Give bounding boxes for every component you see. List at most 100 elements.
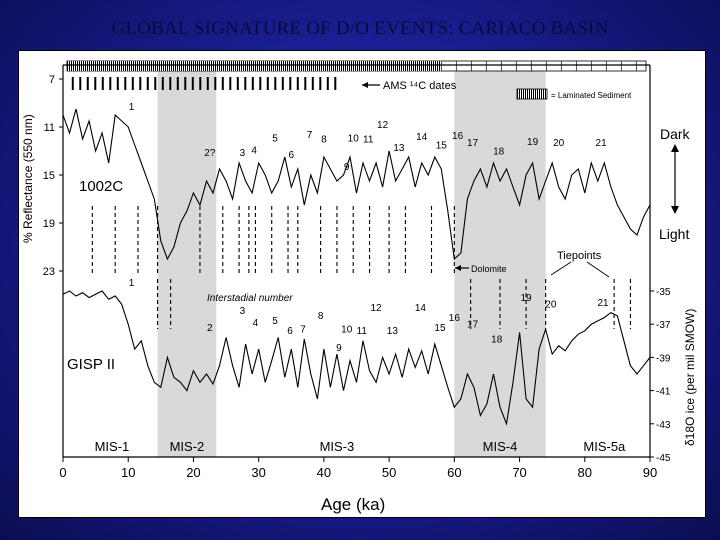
reflectance-event-label: 12 xyxy=(377,120,389,131)
mis-stage-label: MIS-2 xyxy=(170,439,205,454)
isotope-event-label: 18 xyxy=(491,334,503,345)
dark-light-arrow xyxy=(671,144,679,214)
y-tick-label-isotope: -37 xyxy=(656,320,671,331)
mis-stage-label: MIS-4 xyxy=(483,439,518,454)
x-tick-label: 20 xyxy=(186,465,200,480)
isotope-event-label: 14 xyxy=(415,303,427,314)
isotope-event-label: 2 xyxy=(207,323,213,334)
y-tick-label-reflectance: 7 xyxy=(49,74,55,86)
x-axis-title: Age (ka) xyxy=(321,495,385,514)
shaded-interval-0 xyxy=(157,65,217,457)
dolomite-label: Dolomite xyxy=(471,264,507,274)
isotope-event-label: 1 xyxy=(129,278,135,289)
x-tick-label: 30 xyxy=(251,465,265,480)
right-label-dark: Dark xyxy=(660,126,691,142)
isotope-event-label: 13 xyxy=(387,326,399,337)
reflectance-event-label: 8 xyxy=(321,135,327,146)
reflectance-event-label: 16 xyxy=(452,131,464,142)
y-tick-label-isotope: -45 xyxy=(656,453,671,464)
isotope-event-label: 19 xyxy=(521,293,533,304)
tiepoints-arrows xyxy=(550,261,610,278)
right-label-light: Light xyxy=(659,226,689,242)
x-tick-label: 70 xyxy=(512,465,526,480)
mis-stage-label: MIS-1 xyxy=(95,439,130,454)
isotope-event-label: 3 xyxy=(240,306,246,317)
reflectance-event-label: 7 xyxy=(307,130,313,141)
reflectance-event-label: 21 xyxy=(596,138,608,149)
y-tick-label-reflectance: 23 xyxy=(43,266,55,278)
reflectance-event-label: 6 xyxy=(288,150,294,161)
tiepoint-lines xyxy=(91,206,631,329)
slide-title: GLOBAL SIGNATURE OF D/O EVENTS: CARIACO … xyxy=(111,18,609,39)
reflectance-event-label: 9 xyxy=(344,162,350,173)
y-tick-label-reflectance: 19 xyxy=(43,218,55,230)
reflectance-event-label: 15 xyxy=(436,141,448,152)
shaded-intervals xyxy=(157,65,546,457)
x-tick-label: 90 xyxy=(643,465,657,480)
laminated-legend-label: = Laminated Sediment xyxy=(551,91,632,100)
reflectance-event-label: 11 xyxy=(363,135,374,146)
y-tick-label-reflectance: 11 xyxy=(44,122,55,134)
isotope-event-label: 15 xyxy=(434,323,446,334)
panel-name-gisp: GISP II xyxy=(67,356,115,373)
isotope-event-label: 21 xyxy=(597,298,609,309)
reflectance-series-line xyxy=(62,108,651,261)
reflectance-event-label: 13 xyxy=(393,143,405,154)
x-tick-label: 50 xyxy=(382,465,396,480)
ams-label: AMS ¹⁴C dates xyxy=(383,80,457,92)
figure-panel: 0 10 20 30 40 50 60 70 80 90 7 11 15 19 23 -35 -37 -39 -41… xyxy=(18,50,706,518)
y-tick-label-isotope: -43 xyxy=(656,420,671,431)
y-axis-title-reflectance: % Reflectance (550 nm) xyxy=(21,114,35,243)
x-tick-label: 0 xyxy=(59,465,66,480)
y-tick-label-isotope: -35 xyxy=(656,287,671,298)
tiepoints-label: Tiepoints xyxy=(557,250,602,262)
ams-date-ticks xyxy=(71,77,337,90)
axes: 0 10 20 30 40 50 60 70 80 90711151923-35-37-39-41… xyxy=(43,64,671,480)
reflectance-event-label: 10 xyxy=(348,133,360,144)
isotope-event-label: 17 xyxy=(467,320,479,331)
series-layer xyxy=(62,108,651,426)
y-tick-label-reflectance: 15 xyxy=(43,170,55,182)
isotope-event-label: 9 xyxy=(336,343,342,354)
reflectance-event-label: 2? xyxy=(204,148,216,159)
isotope-event-label: 10 xyxy=(341,325,353,336)
reflectance-event-label: 3 xyxy=(240,148,246,159)
isotope-event-label: 20 xyxy=(545,300,557,311)
isotope-event-label: 8 xyxy=(318,311,324,322)
laminated-legend-swatch xyxy=(516,88,548,100)
laminated-sediment-bar xyxy=(66,60,647,72)
reflectance-event-label: 1 xyxy=(129,102,135,113)
isotope-event-label: 11 xyxy=(357,326,368,337)
dolomite-arrow xyxy=(455,265,469,271)
x-tick-label: 80 xyxy=(578,465,592,480)
mis-stage-label: MIS-3 xyxy=(320,439,355,454)
reflectance-event-label: 14 xyxy=(416,132,428,143)
reflectance-event-label: 4 xyxy=(251,145,257,156)
isotope-event-label: 16 xyxy=(449,313,461,324)
reflectance-event-label: 18 xyxy=(493,147,505,158)
isotope-event-label: 4 xyxy=(253,318,259,329)
interstadial-label: Interstadial number xyxy=(207,293,293,304)
mis-stage-label: MIS-5a xyxy=(583,439,626,454)
y-axis-title-isotope: δ18O ice (per mil SMOW) xyxy=(683,309,697,446)
ams-arrow xyxy=(362,82,380,88)
reflectance-event-label: 20 xyxy=(553,138,565,149)
y-tick-label-isotope: -41 xyxy=(656,387,671,398)
isotope-series-line xyxy=(62,290,651,426)
reflectance-event-label: 19 xyxy=(527,137,539,148)
y-tick-label-isotope: -39 xyxy=(656,353,671,364)
cariaco-gisp-chart: 0 10 20 30 40 50 60 70 80 90711151923-35-37-39-41… xyxy=(21,60,697,514)
isotope-event-label: 12 xyxy=(371,303,383,314)
isotope-event-label: 5 xyxy=(272,316,278,327)
x-tick-label: 60 xyxy=(447,465,461,480)
x-tick-label: 40 xyxy=(317,465,331,480)
reflectance-event-label: 5 xyxy=(272,133,278,144)
x-tick-label: 10 xyxy=(121,465,135,480)
isotope-event-label: 7 xyxy=(300,325,306,336)
shaded-interval-1 xyxy=(454,65,546,457)
reflectance-event-label: 17 xyxy=(467,138,479,149)
isotope-event-label: 6 xyxy=(287,326,293,337)
panel-name-1002c: 1002C xyxy=(79,178,123,195)
laminated-bar-fill xyxy=(67,61,442,71)
